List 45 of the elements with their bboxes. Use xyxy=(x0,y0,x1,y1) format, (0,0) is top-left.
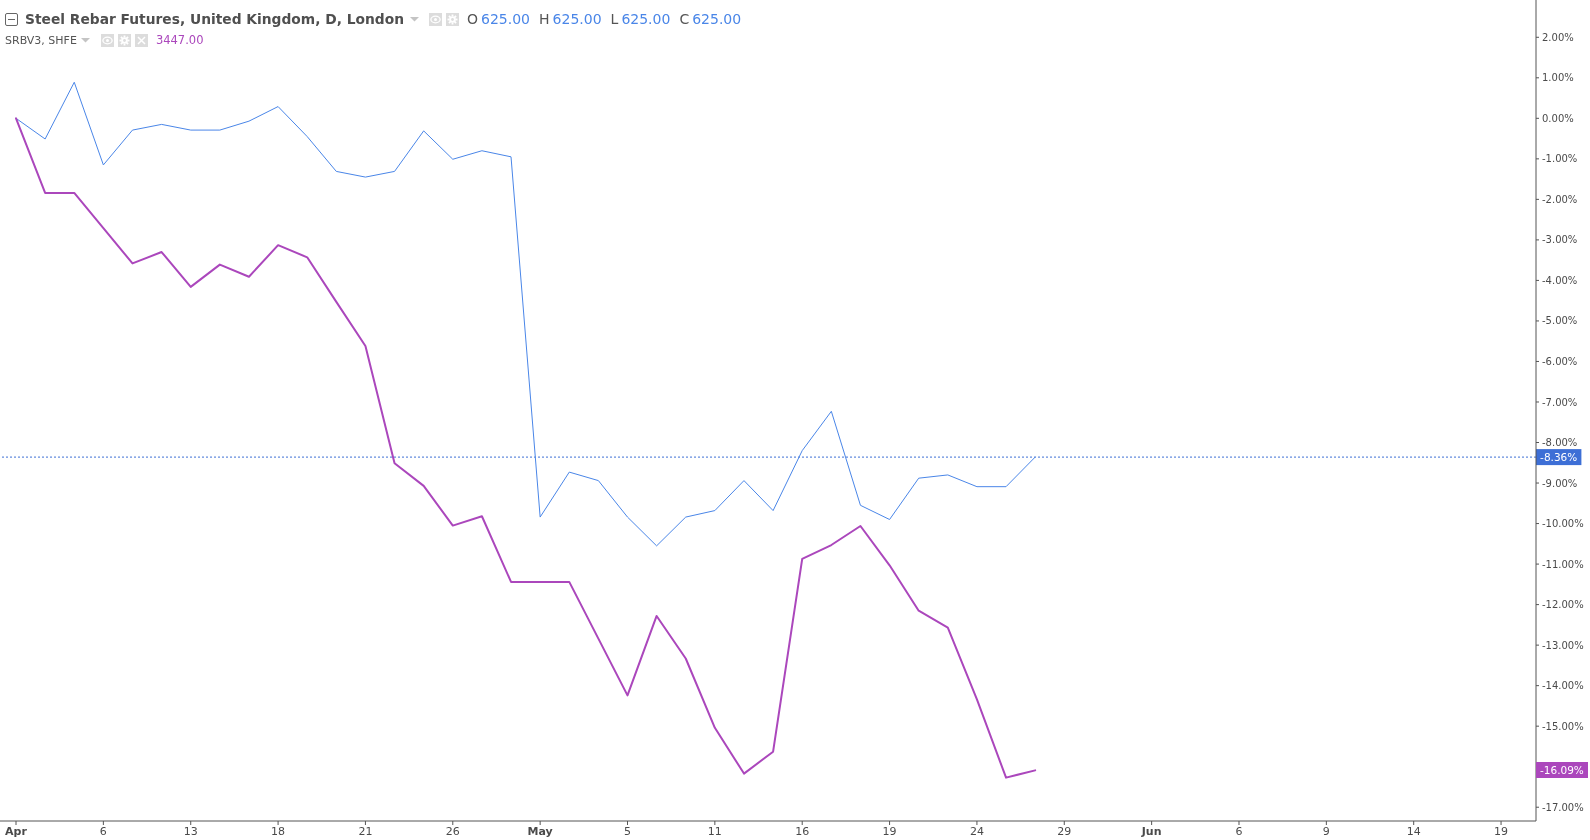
y-tick-label: -8.00% xyxy=(1542,437,1578,449)
y-tick-label: 0.00% xyxy=(1542,112,1574,124)
x-tick-label: 5 xyxy=(624,825,631,839)
x-tick-label: 29 xyxy=(1057,825,1072,839)
x-tick-label: 11 xyxy=(707,825,722,839)
x-tick-label: 6 xyxy=(1235,825,1243,839)
x-tick-label: 16 xyxy=(795,825,810,839)
y-tick-label: -15.00% xyxy=(1542,720,1584,732)
text: -16.09% xyxy=(1536,762,1588,779)
y-tick-label: -7.00% xyxy=(1542,396,1578,408)
line-series xyxy=(15,117,1037,779)
x-tick-label: 21 xyxy=(358,825,373,839)
x-tick-label: Jun xyxy=(1140,825,1162,839)
y-tick-label: -5.00% xyxy=(1542,315,1578,327)
y-tick-label: -17.00% xyxy=(1542,801,1584,813)
x-tick-label: 19 xyxy=(882,825,897,839)
x-tick-label: 6 xyxy=(99,825,107,839)
text: SRBV3, SHFE xyxy=(5,33,77,47)
y-tick-label: -14.00% xyxy=(1542,680,1584,692)
y-tick-label: -2.00% xyxy=(1542,193,1578,205)
y-tick-label: -11.00% xyxy=(1542,558,1584,570)
y-tick-label: 1.00% xyxy=(1542,72,1574,84)
x-tick-label: 24 xyxy=(969,825,984,839)
x-tick-label: 19 xyxy=(1494,825,1509,839)
y-tick-label: -4.00% xyxy=(1542,274,1578,286)
x-tick-label: 18 xyxy=(271,825,286,839)
x-tick-label: May xyxy=(527,825,553,839)
y-tick-label: -6.00% xyxy=(1542,356,1578,368)
x-tick-label: 13 xyxy=(183,825,198,839)
x-tick-label: 26 xyxy=(445,825,460,839)
annotation: L625.00 xyxy=(610,11,671,27)
x-tick-label: 9 xyxy=(1322,825,1330,839)
line-series xyxy=(15,81,1036,547)
y-tick-label: -10.00% xyxy=(1542,518,1584,530)
ref-line-label: -8.36% xyxy=(1540,450,1578,463)
y-tick-label: -13.00% xyxy=(1542,639,1584,651)
x-tick-label: 14 xyxy=(1406,825,1421,839)
text: Steel Rebar Futures, United Kingdom, D, London xyxy=(25,11,404,27)
annotation: 3447.00 xyxy=(155,33,204,47)
x-tick-label: Apr xyxy=(5,825,28,839)
y-tick-label: -3.00% xyxy=(1542,234,1578,246)
y-tick-label: 2.00% xyxy=(1542,31,1574,43)
y-tick-label: -9.00% xyxy=(1542,477,1578,489)
y-tick-label: -12.00% xyxy=(1542,599,1584,611)
y-tick-label: -1.00% xyxy=(1542,153,1578,165)
